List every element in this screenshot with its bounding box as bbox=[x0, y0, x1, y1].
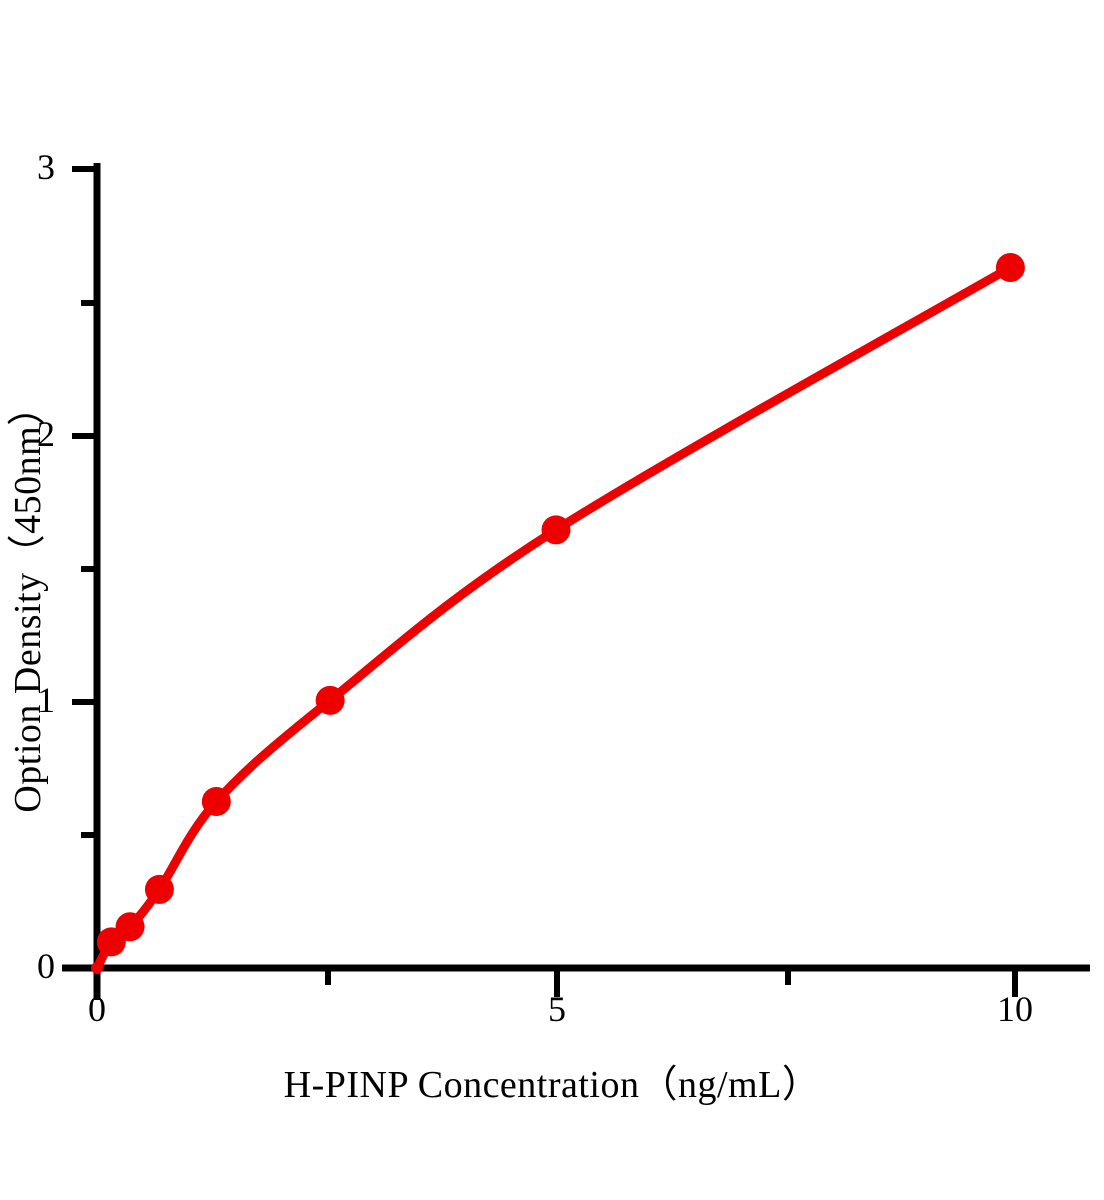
y-tick-label-0: 0 bbox=[37, 946, 55, 986]
data-point bbox=[115, 912, 145, 942]
y-ticks-group bbox=[72, 166, 97, 971]
x-tick-label-5: 5 bbox=[548, 989, 566, 1029]
data-series-group bbox=[91, 253, 1025, 974]
y-tick-label-3: 3 bbox=[37, 147, 55, 187]
axes-group bbox=[62, 163, 1090, 1000]
y-tick-label-2: 2 bbox=[37, 414, 55, 454]
data-point bbox=[201, 787, 231, 817]
series-markers-h-pinp bbox=[91, 253, 1025, 974]
x-tick-label-10: 10 bbox=[997, 989, 1033, 1029]
data-point bbox=[995, 253, 1025, 283]
x-axis-title: H-PINP Concentration（ng/mL） bbox=[283, 1064, 821, 1106]
data-point bbox=[91, 962, 103, 974]
data-point bbox=[315, 685, 345, 715]
y-tick-label-1: 1 bbox=[37, 680, 55, 720]
x-tick-label-0: 0 bbox=[88, 989, 106, 1029]
data-point bbox=[144, 874, 174, 904]
x-ticks-group bbox=[94, 968, 1018, 997]
data-point bbox=[541, 515, 571, 545]
series-line-h-pinp bbox=[92, 263, 1015, 973]
